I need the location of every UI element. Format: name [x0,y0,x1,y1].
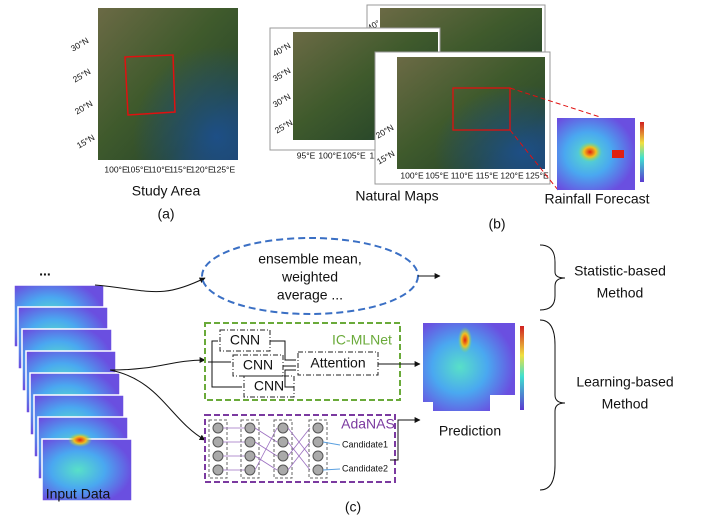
nas-column [240,419,260,479]
lat-label: 20°N [73,98,94,116]
cnn: CNN [243,357,273,373]
lon-label: 100°E [104,164,128,174]
lon-label: 105°E [126,164,150,174]
lat-label: 30°N [69,35,90,53]
nas-edge [254,427,278,471]
nas-node [277,436,289,448]
lon-label: 125°E [525,170,549,180]
caption: Rainfall Forecast [544,191,649,207]
nas-node [244,436,256,448]
nas-node [212,422,224,434]
nas-node [312,450,324,462]
lon-label: 115°E [476,170,499,180]
lon-label: 105°E [425,170,449,180]
lon-label: 100°E [400,170,424,180]
nas-node [212,464,224,476]
icmlnet-title: IC-MLNet [332,332,392,348]
caption: Input Data [46,486,111,502]
nas-node [212,436,224,448]
nas-node [312,436,324,448]
nas-node [244,450,256,462]
nas-node [277,450,289,462]
lat-label: 15°N [75,132,96,150]
method-label: Method [602,396,649,412]
lon-label: 115°E [169,164,192,174]
lon-label: 110°E [148,164,171,174]
attention: Attention [310,355,365,371]
nas-node [312,464,324,476]
lon-label: 95°E [297,150,316,160]
nas-edge [287,441,311,471]
input-frame [41,438,133,502]
caption: Prediction [439,423,501,439]
panel-label: (c) [345,499,361,515]
statistic-text: average ... [277,287,343,303]
icmlnet-box [204,322,401,401]
method-label: Learning-based [576,374,673,390]
adanas-title: AdaNAS [341,416,395,432]
nas-node [244,464,256,476]
nas-edge [287,427,311,457]
lon-label: 120°E [190,164,214,174]
nas-node [277,464,289,476]
method-label: Method [597,285,644,301]
hotspot [68,433,92,447]
lon-label: 125°E [212,164,236,174]
nas-column [208,419,228,479]
caption: Natural Maps [355,188,438,204]
panel-c: ... Input Data ensemble mean, weighted a… [13,237,674,515]
adanas-box [204,414,396,483]
panel-a: 30°N 25°N 20°N 15°N 100°E105°E110°E115°E… [69,8,238,222]
nas-edge [254,455,278,471]
nas-edge [322,441,341,446]
panel-label: (b) [488,216,505,232]
nas-node [277,422,289,434]
nas-edge [254,427,278,443]
method-label: Statistic-based [574,263,666,279]
study-region [124,54,176,116]
nas-node [312,422,324,434]
lon-label: 120°E [500,170,524,180]
statistic-text: weighted [281,269,338,285]
panel-b: 40° 40°N 35°N 30°N 25°N 95°E100°E105°E11… [269,4,650,232]
lon-label: 105°E [342,150,366,160]
lon-label: 110°E [451,170,474,180]
nas-node [244,422,256,434]
candidate: Candidate2 [342,463,388,473]
lon-label: 100°E [318,150,342,160]
lat-label: 25°N [71,66,92,84]
statistic-text: ensemble mean, [258,251,362,267]
ellipsis: ... [39,263,51,279]
nas-column [273,419,293,479]
caption: Study Area [132,183,201,199]
nas-column [308,419,328,479]
candidate: Candidate1 [342,439,388,449]
nas-node [212,450,224,462]
panel-label: (a) [157,206,174,222]
cnn: CNN [230,332,260,348]
nas-edge [322,468,341,471]
cnn: CNN [254,378,284,394]
